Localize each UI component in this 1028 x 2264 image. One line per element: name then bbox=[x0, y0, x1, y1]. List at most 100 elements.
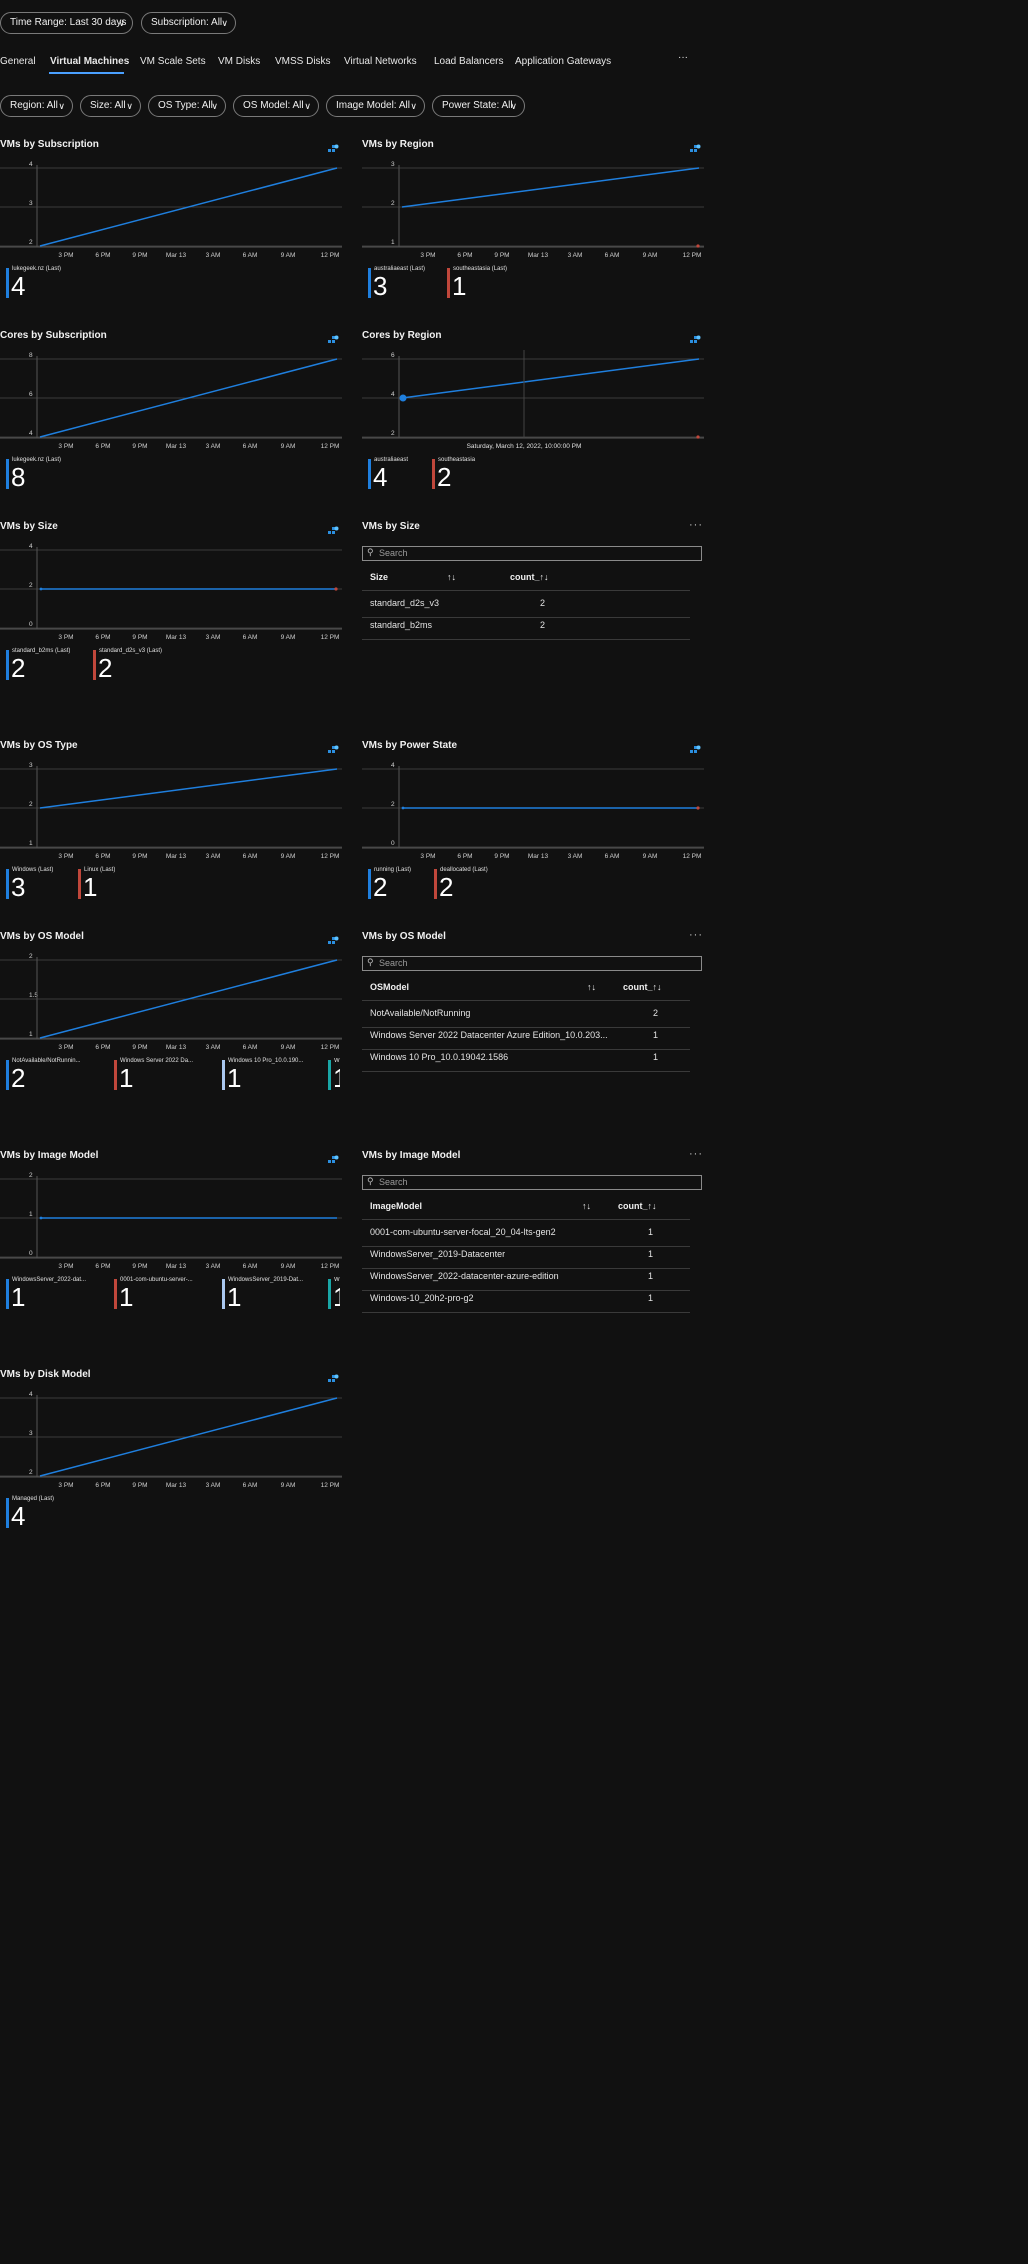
column-header[interactable]: count_↑↓ bbox=[510, 572, 549, 582]
series-point[interactable] bbox=[696, 244, 700, 248]
series-point[interactable] bbox=[401, 806, 405, 810]
legend-item[interactable]: Windows 10 Pro_10.0.190... 1 bbox=[222, 1058, 322, 1093]
table-search-input[interactable]: ⚲ Search bbox=[362, 1175, 702, 1190]
x-tick-label: 3 PM bbox=[420, 252, 435, 259]
table-row[interactable]: Windows Server 2022 Datacenter Azure Edi… bbox=[362, 1028, 690, 1048]
series-line[interactable] bbox=[39, 959, 338, 1039]
legend-item[interactable]: NotAvailable/NotRunnin... 2 bbox=[6, 1058, 106, 1093]
tab-general[interactable]: General bbox=[0, 56, 36, 67]
pin-to-dashboard-icon[interactable] bbox=[690, 141, 701, 152]
table-row[interactable]: Windows-10_20h2-pro-g2 1 bbox=[362, 1291, 690, 1311]
legend-item[interactable]: 0001-com-ubuntu-server-... 1 bbox=[114, 1277, 214, 1312]
tab-vm-disks[interactable]: VM Disks bbox=[218, 56, 261, 67]
table-row[interactable]: standard_d2s_v3 2 bbox=[362, 596, 690, 616]
pin-to-dashboard-icon[interactable] bbox=[328, 1152, 339, 1163]
legend-item[interactable]: deallocated (Last) 2 bbox=[434, 867, 534, 902]
series-line[interactable] bbox=[39, 1397, 338, 1477]
legend-item[interactable]: WindowsServer_2019-Dat... 1 bbox=[222, 1277, 322, 1312]
legend-item[interactable]: lukegeek.nz (Last) 8 bbox=[6, 457, 106, 492]
y-tick-label: 0 bbox=[29, 621, 33, 628]
legend-item[interactable]: australiaeast (Last) 3 bbox=[368, 266, 468, 301]
tab-virtual-networks[interactable]: Virtual Networks bbox=[344, 56, 417, 67]
legend-item[interactable]: running (Last) 2 bbox=[368, 867, 468, 902]
series-point[interactable] bbox=[696, 435, 700, 439]
legend-item[interactable]: Windows (Last) 3 bbox=[6, 867, 106, 902]
more-options-button[interactable]: ··· bbox=[689, 519, 703, 531]
table-row[interactable]: 0001-com-ubuntu-server-focal_20_04-lts-g… bbox=[362, 1225, 690, 1245]
pin-to-dashboard-icon[interactable] bbox=[328, 1371, 339, 1382]
column-header[interactable]: ImageModel bbox=[370, 1201, 423, 1211]
size-filter[interactable]: Size: All ∨ bbox=[80, 95, 141, 117]
os-model-filter[interactable]: OS Model: All ∨ bbox=[233, 95, 319, 117]
image-model-filter[interactable]: Image Model: All ∨ bbox=[326, 95, 425, 117]
table-search-input[interactable]: ⚲ Search bbox=[362, 956, 702, 971]
series-point[interactable] bbox=[39, 587, 43, 591]
hover-point[interactable] bbox=[399, 394, 407, 402]
time-range-filter[interactable]: Time Range: Last 30 days ∨ bbox=[0, 12, 133, 34]
series-line[interactable] bbox=[401, 167, 700, 208]
table-row[interactable]: WindowsServer_2022-datacenter-azure-edit… bbox=[362, 1269, 690, 1289]
tab-vmss-disks[interactable]: VMSS Disks bbox=[275, 56, 331, 67]
legend-item[interactable]: W1 bbox=[328, 1277, 340, 1311]
sort-icon[interactable]: ↑↓ bbox=[652, 982, 662, 992]
legend-series-name: W bbox=[334, 1058, 340, 1064]
x-tick-label: 6 AM bbox=[243, 1482, 258, 1489]
legend-item[interactable]: australiaeast 4 bbox=[368, 457, 468, 492]
sort-icon[interactable]: ↑↓ bbox=[582, 1201, 591, 1211]
tab-load-balancers[interactable]: Load Balancers bbox=[434, 56, 504, 67]
region-filter[interactable]: Region: All ∨ bbox=[0, 95, 73, 117]
series-point[interactable] bbox=[334, 587, 338, 591]
pin-to-dashboard-icon[interactable] bbox=[328, 742, 339, 753]
pin-to-dashboard-icon[interactable] bbox=[328, 332, 339, 343]
column-header[interactable]: count_↑↓ bbox=[623, 982, 662, 992]
subscription-filter[interactable]: Subscription: All ∨ bbox=[141, 12, 236, 34]
sort-icon[interactable]: ↑↓ bbox=[587, 982, 596, 992]
legend-item[interactable]: Managed (Last) 4 bbox=[6, 1496, 106, 1531]
table-row[interactable]: WindowsServer_2019-Datacenter 1 bbox=[362, 1247, 690, 1267]
legend-series-name: 0001-com-ubuntu-server-... bbox=[120, 1277, 193, 1283]
more-options-button[interactable]: ··· bbox=[689, 1148, 703, 1160]
pin-to-dashboard-icon[interactable] bbox=[690, 742, 701, 753]
series-line[interactable] bbox=[39, 358, 338, 438]
pin-to-dashboard-icon[interactable] bbox=[690, 332, 701, 343]
pin-to-dashboard-icon[interactable] bbox=[328, 933, 339, 944]
series-point[interactable] bbox=[39, 1216, 43, 1220]
tab-virtual-machines[interactable]: Virtual Machines bbox=[50, 56, 130, 67]
legend-item[interactable]: W1 bbox=[328, 1058, 340, 1092]
legend-item[interactable]: southeastasia 2 bbox=[432, 457, 532, 492]
legend-item[interactable]: standard_b2ms (Last) 2 bbox=[6, 648, 106, 683]
legend-color-swatch bbox=[368, 459, 371, 489]
legend-item[interactable]: Linux (Last) 1 bbox=[78, 867, 178, 902]
series-point[interactable] bbox=[696, 806, 700, 810]
column-header[interactable]: count_↑↓ bbox=[618, 1201, 657, 1211]
sort-icon[interactable]: ↑↓ bbox=[447, 572, 456, 582]
legend-item[interactable]: lukegeek.nz (Last) 4 bbox=[6, 266, 106, 301]
legend-item[interactable]: WindowsServer_2022-dat... 1 bbox=[6, 1277, 106, 1312]
x-tick-label: 3 AM bbox=[206, 252, 221, 259]
tab-application-gateways[interactable]: Application Gateways bbox=[515, 56, 612, 67]
legend-item[interactable]: Windows Server 2022 Da... 1 bbox=[114, 1058, 214, 1093]
series-line[interactable] bbox=[39, 167, 338, 247]
series-line[interactable] bbox=[401, 358, 700, 399]
legend-item[interactable]: southeastasia (Last) 1 bbox=[447, 266, 547, 301]
table-row[interactable]: NotAvailable/NotRunning 2 bbox=[362, 1006, 690, 1026]
sort-icon[interactable]: ↑↓ bbox=[647, 1201, 657, 1211]
legend-item[interactable]: standard_d2s_v3 (Last) 2 bbox=[93, 648, 193, 683]
table-row[interactable]: standard_b2ms 2 bbox=[362, 618, 690, 638]
sort-icon[interactable]: ↑↓ bbox=[539, 572, 549, 582]
series-line[interactable] bbox=[39, 768, 338, 809]
chart-title: VMs by Region bbox=[362, 139, 434, 150]
table-search-input[interactable]: ⚲ Search bbox=[362, 546, 702, 561]
pin-to-dashboard-icon[interactable] bbox=[328, 141, 339, 152]
power-state-filter[interactable]: Power State: All ∨ bbox=[432, 95, 525, 117]
row-divider bbox=[362, 617, 690, 618]
column-header[interactable]: OSModel bbox=[370, 982, 410, 992]
more-options-button[interactable]: ··· bbox=[689, 929, 703, 941]
tab-vm-scale-sets[interactable]: VM Scale Sets bbox=[140, 56, 206, 67]
tabs-more-button[interactable]: ··· bbox=[678, 52, 688, 63]
legend-color-swatch bbox=[6, 459, 9, 489]
os-type-filter[interactable]: OS Type: All ∨ bbox=[148, 95, 226, 117]
table-row[interactable]: Windows 10 Pro_10.0.19042.1586 1 bbox=[362, 1050, 690, 1070]
column-header[interactable]: Size bbox=[370, 572, 389, 582]
pin-to-dashboard-icon[interactable] bbox=[328, 523, 339, 534]
